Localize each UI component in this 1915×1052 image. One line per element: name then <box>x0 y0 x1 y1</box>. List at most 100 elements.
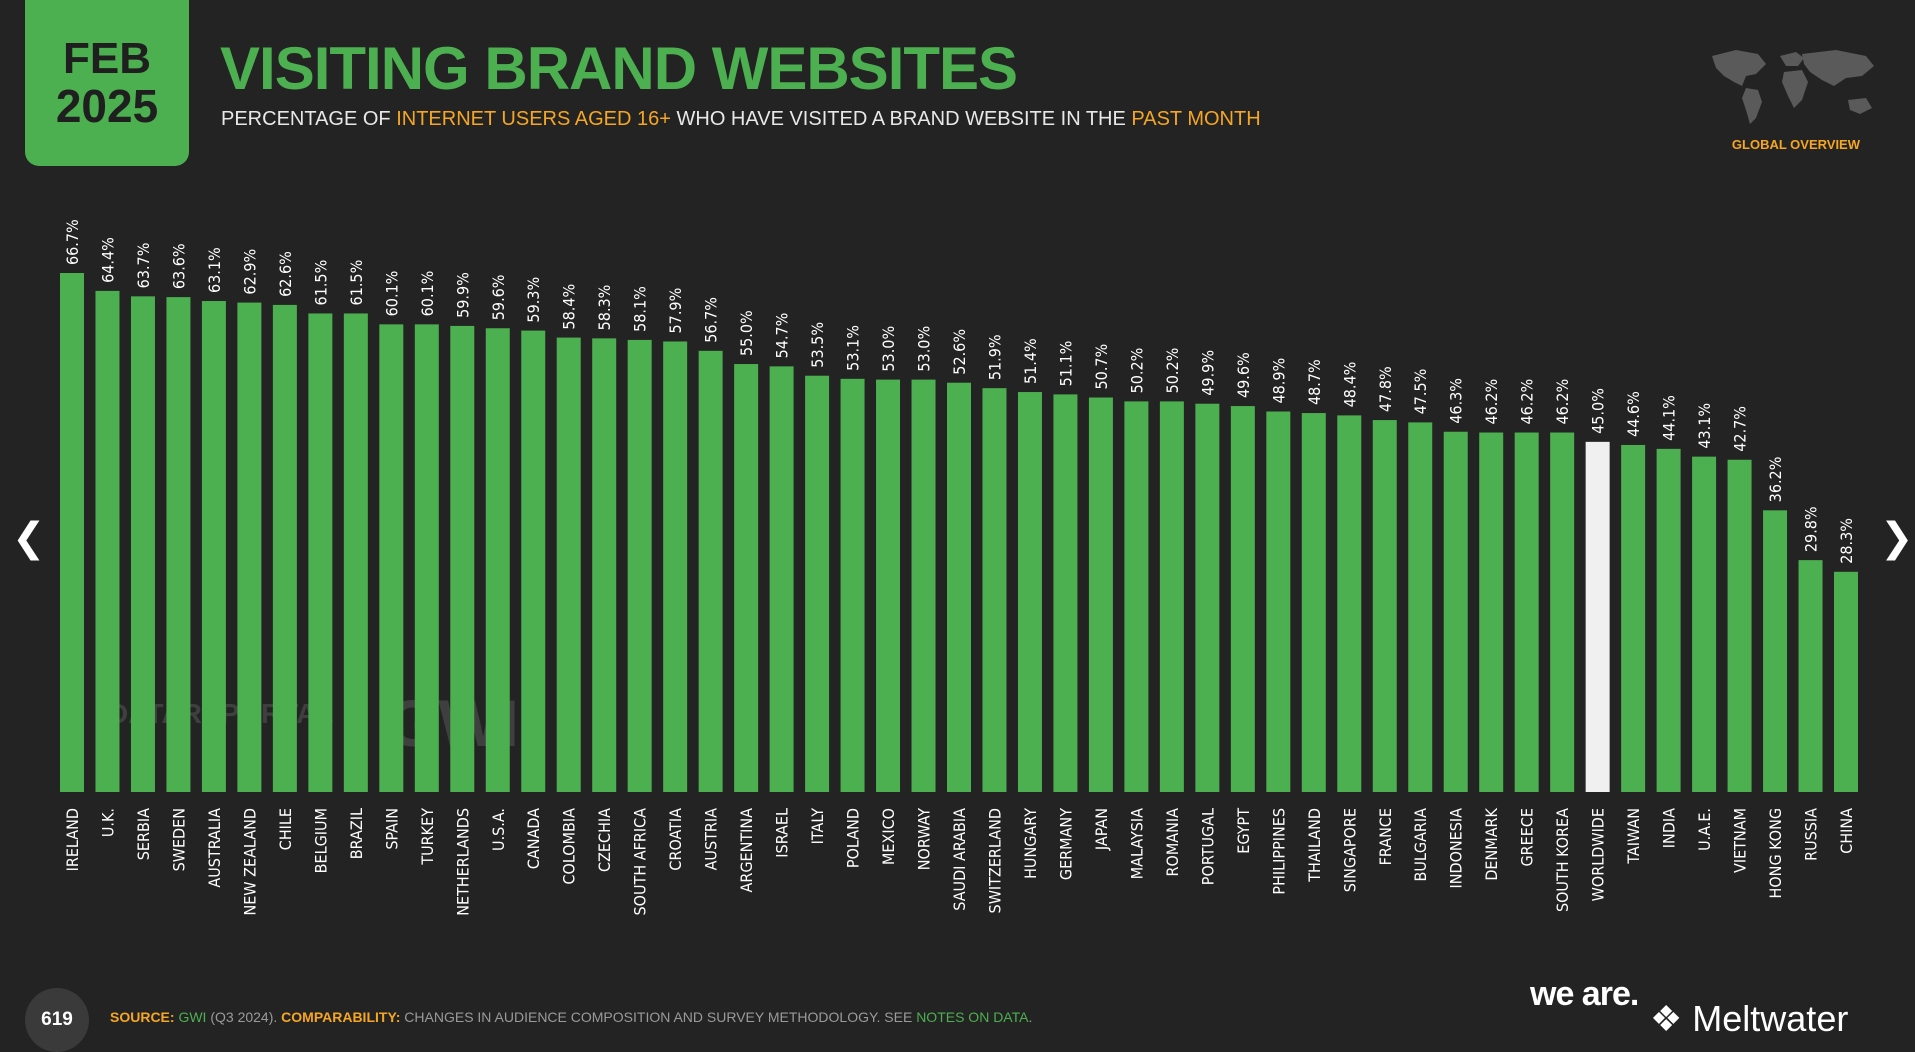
we-are-social-logo: we are. <box>1530 975 1639 1013</box>
bar-south-korea <box>1550 432 1575 792</box>
value-label-switzerland: 51.9% <box>985 334 1004 380</box>
category-label-chile: CHILE <box>276 808 295 850</box>
value-label-new-zealand: 62.9% <box>240 249 259 295</box>
bar-u-a-e <box>1692 456 1717 792</box>
bar-brazil <box>343 313 368 792</box>
bar-indonesia <box>1443 431 1468 792</box>
category-label-belgium: BELGIUM <box>311 808 330 873</box>
meltwater-logo-mark: ❖ <box>1650 998 1693 1039</box>
value-label-mexico: 53.0% <box>879 326 898 372</box>
category-label-canada: CANADA <box>524 808 543 869</box>
value-label-south-korea: 46.2% <box>1553 379 1572 425</box>
value-label-colombia: 58.4% <box>560 284 579 330</box>
value-label-israel: 54.7% <box>773 313 792 359</box>
bar-italy <box>805 375 830 792</box>
category-label-netherlands: NETHERLANDS <box>453 808 472 916</box>
value-label-chile: 62.6% <box>276 251 295 297</box>
bar-china <box>1834 571 1858 792</box>
bar-u-k <box>95 290 120 792</box>
value-label-india: 44.1% <box>1660 395 1679 441</box>
category-label-greece: GREECE <box>1518 808 1537 867</box>
category-label-sweden: SWEDEN <box>169 808 188 871</box>
source-link[interactable]: GWI <box>178 1009 207 1025</box>
bar-australia <box>201 301 226 792</box>
value-label-argentina: 55.0% <box>737 310 756 356</box>
value-label-u-a-e: 43.1% <box>1695 403 1714 449</box>
bar-greece <box>1514 432 1539 792</box>
page-number: 619 <box>25 988 89 1052</box>
category-label-denmark: DENMARK <box>1482 807 1501 880</box>
category-label-romania: ROMANIA <box>1163 808 1182 877</box>
chevron-left-icon[interactable]: ❮ <box>12 515 46 561</box>
bar-new-zealand <box>237 302 262 792</box>
notes-end: . <box>1028 1009 1033 1025</box>
category-label-indonesia: INDONESIA <box>1447 808 1466 889</box>
category-label-u-a-e: U.A.E. <box>1695 808 1714 851</box>
comparability-text: CHANGES IN AUDIENCE COMPOSITION AND SURV… <box>400 1009 917 1025</box>
value-label-austria: 56.7% <box>702 297 721 343</box>
bar-switzerland <box>982 388 1007 792</box>
value-label-u-s-a: 59.6% <box>489 275 508 321</box>
source-label: SOURCE: <box>110 1009 175 1025</box>
category-label-norway: NORWAY <box>915 808 934 870</box>
bar-worldwide <box>1585 441 1610 792</box>
category-label-taiwan: TAIWAN <box>1624 808 1643 865</box>
category-label-philippines: PHILIPPINES <box>1269 808 1288 895</box>
category-label-hungary: HUNGARY <box>1021 808 1040 879</box>
category-label-ireland: IRELAND <box>63 808 82 871</box>
value-label-thailand: 48.7% <box>1305 359 1324 405</box>
bar-portugal <box>1195 403 1220 792</box>
category-label-hong-kong: HONG KONG <box>1766 808 1785 898</box>
value-label-netherlands: 59.9% <box>453 272 472 318</box>
category-label-switzerland: SWITZERLAND <box>985 808 1004 913</box>
category-label-poland: POLAND <box>844 808 863 868</box>
value-label-vietnam: 42.7% <box>1731 406 1750 452</box>
global-overview-label: GLOBAL OVERVIEW <box>1731 137 1860 152</box>
meltwater-logo: ❖ Meltwater <box>1650 998 1848 1040</box>
value-label-worldwide: 45.0% <box>1589 388 1608 434</box>
category-label-worldwide: WORLDWIDE <box>1589 808 1608 901</box>
value-label-turkey: 60.1% <box>418 271 437 317</box>
value-label-singapore: 48.4% <box>1340 362 1359 408</box>
bar-ireland <box>60 273 84 792</box>
value-label-brazil: 61.5% <box>347 260 366 306</box>
category-label-india: INDIA <box>1660 808 1679 848</box>
value-label-sweden: 63.6% <box>169 243 188 289</box>
category-label-u-s-a: U.S.A. <box>489 808 508 851</box>
source-detail: (Q3 2024). <box>206 1009 282 1025</box>
date-year: 2025 <box>55 80 159 132</box>
chevron-right-icon[interactable]: ❯ <box>1880 515 1914 561</box>
bar-malaysia <box>1124 401 1149 792</box>
subtitle-part-1: PERCENTAGE OF <box>221 108 397 130</box>
bar-sweden <box>166 297 191 792</box>
source-note: SOURCE: GWI (Q3 2024). COMPARABILITY: CH… <box>110 1009 1032 1025</box>
category-label-malaysia: MALAYSIA <box>1127 808 1146 879</box>
value-label-belgium: 61.5% <box>311 260 330 306</box>
bar-mexico <box>876 379 901 792</box>
value-label-portugal: 49.9% <box>1198 350 1217 396</box>
comparability-label: COMPARABILITY: <box>281 1009 401 1025</box>
bar-u-s-a <box>485 328 510 792</box>
bar-belgium <box>308 313 333 792</box>
value-label-taiwan: 44.6% <box>1624 391 1643 437</box>
category-label-saudi-arabia: SAUDI ARABIA <box>950 808 969 911</box>
notes-on-data-link[interactable]: NOTES ON DATA <box>916 1009 1029 1025</box>
category-label-austria: AUSTRIA <box>702 808 721 871</box>
category-label-czechia: CZECHIA <box>595 808 614 872</box>
category-label-italy: ITALY <box>808 808 827 845</box>
bar-hungary <box>1017 392 1042 792</box>
bar-denmark <box>1479 432 1504 792</box>
category-label-u-k: U.K. <box>98 808 117 837</box>
value-label-greece: 46.2% <box>1518 379 1537 425</box>
bar-argentina <box>734 364 759 792</box>
date-badge: FEB 2025 <box>25 0 189 166</box>
value-label-saudi-arabia: 52.6% <box>950 329 969 375</box>
page-title: VISITING BRAND WEBSITES <box>220 35 1018 102</box>
bar-turkey <box>414 324 439 792</box>
bar-thailand <box>1301 413 1326 792</box>
bar-croatia <box>663 341 688 792</box>
value-label-france: 47.8% <box>1376 366 1395 412</box>
bar-saudi-arabia <box>947 382 971 792</box>
value-label-russia: 29.8% <box>1802 506 1821 552</box>
subtitle-highlight-audience: INTERNET USERS AGED 16+ <box>396 108 671 130</box>
